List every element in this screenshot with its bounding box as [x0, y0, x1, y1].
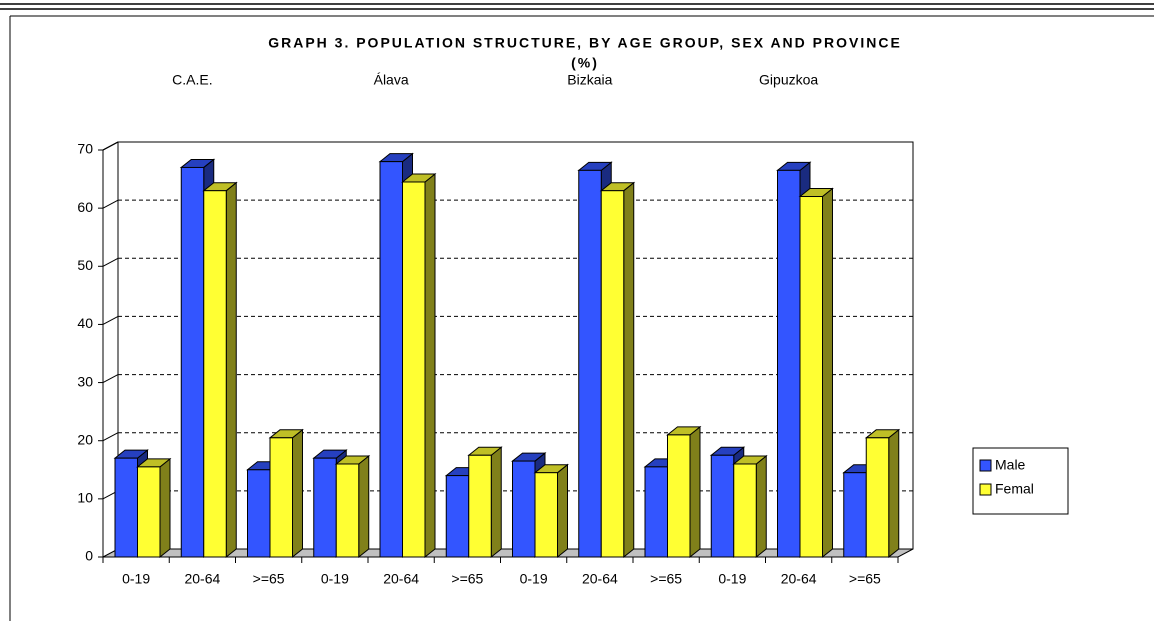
bar-side — [292, 428, 303, 559]
x-tick-label: 0-19 — [321, 571, 349, 587]
bar-side — [623, 181, 635, 559]
bar-front — [203, 190, 227, 558]
bar-front — [777, 169, 801, 558]
bar-front — [534, 472, 558, 558]
grid-line — [102, 199, 119, 209]
group-label: Gipuzkoa — [759, 72, 818, 88]
x-tick-label: 20-64 — [781, 571, 817, 587]
x-tick-label: 0-19 — [520, 571, 548, 587]
bar-side — [358, 454, 370, 559]
chart-subtitle: (%) — [571, 55, 599, 71]
x-tick-label: >=65 — [650, 571, 682, 587]
bar-front — [468, 454, 492, 558]
x-tick-label: 20-64 — [184, 571, 220, 587]
y-tick-label: 50 — [77, 257, 93, 273]
bar-front — [512, 460, 536, 558]
y-tick-label: 0 — [85, 548, 93, 564]
grid-line — [102, 257, 119, 267]
bar-front — [402, 181, 426, 558]
x-tick-label: >=65 — [849, 571, 881, 587]
bar-front — [644, 466, 668, 558]
legend-label: Femal — [995, 481, 1034, 497]
bar-side — [888, 428, 900, 559]
bar-front — [710, 454, 735, 558]
x-tick-label: 0-19 — [122, 571, 150, 587]
bar-front — [667, 434, 691, 558]
bar-front — [114, 457, 138, 558]
bar — [467, 446, 503, 559]
bar — [334, 454, 371, 559]
bar-side — [490, 446, 502, 559]
bar-front — [269, 437, 293, 558]
bar-front — [313, 457, 337, 558]
grid-line — [102, 432, 119, 442]
bar — [136, 457, 172, 559]
bar-front — [865, 437, 890, 558]
x-tick-label: >=65 — [451, 571, 483, 587]
bar — [202, 181, 238, 559]
bar — [864, 428, 901, 559]
bar-side — [225, 181, 237, 559]
y-tick-label: 30 — [77, 373, 93, 389]
x-tick-label: 20-64 — [383, 571, 419, 587]
bar-side — [755, 454, 767, 559]
bar-front — [180, 166, 205, 558]
bar-front — [843, 472, 867, 558]
x-tick-label: 0-19 — [718, 571, 746, 587]
bar — [732, 454, 768, 559]
legend-label: Male — [995, 457, 1026, 473]
bar-side — [822, 187, 833, 559]
bar — [666, 425, 702, 559]
bar-side — [424, 172, 436, 559]
legend-swatch — [979, 483, 992, 496]
bar-front — [137, 466, 161, 558]
y-tick-label: 40 — [77, 315, 93, 331]
x-tick-label: 20-64 — [582, 571, 618, 587]
chart-title: GRAPH 3. POPULATION STRUCTURE, BY AGE GR… — [268, 35, 902, 51]
group-label: Bizkaia — [567, 72, 612, 88]
y-tick-label: 60 — [77, 199, 93, 215]
y-tick-label: 10 — [77, 490, 93, 506]
legend-box — [972, 447, 1069, 515]
bar — [599, 181, 636, 559]
bar-front — [335, 463, 360, 558]
bar-front — [799, 196, 823, 558]
y-tick-label: 20 — [77, 431, 93, 447]
grid-line — [102, 141, 119, 151]
bar-front — [578, 169, 602, 558]
bar-side — [557, 463, 568, 559]
bar — [533, 463, 569, 559]
bar-side — [159, 457, 171, 559]
bar — [798, 187, 834, 559]
bar-front — [379, 161, 403, 558]
bar-front — [733, 463, 757, 558]
bar — [401, 172, 437, 559]
bar-front — [247, 469, 271, 558]
group-label: C.A.E. — [172, 72, 212, 88]
bar — [268, 428, 304, 559]
bar-side — [689, 425, 701, 559]
grid-line — [102, 315, 119, 325]
group-label: Álava — [374, 72, 409, 88]
y-tick-label: 70 — [77, 141, 93, 157]
bar-front — [600, 190, 625, 558]
legend-swatch — [979, 459, 992, 472]
x-tick-label: >=65 — [253, 571, 285, 587]
bar-front — [445, 475, 470, 558]
grid-line — [102, 374, 119, 384]
